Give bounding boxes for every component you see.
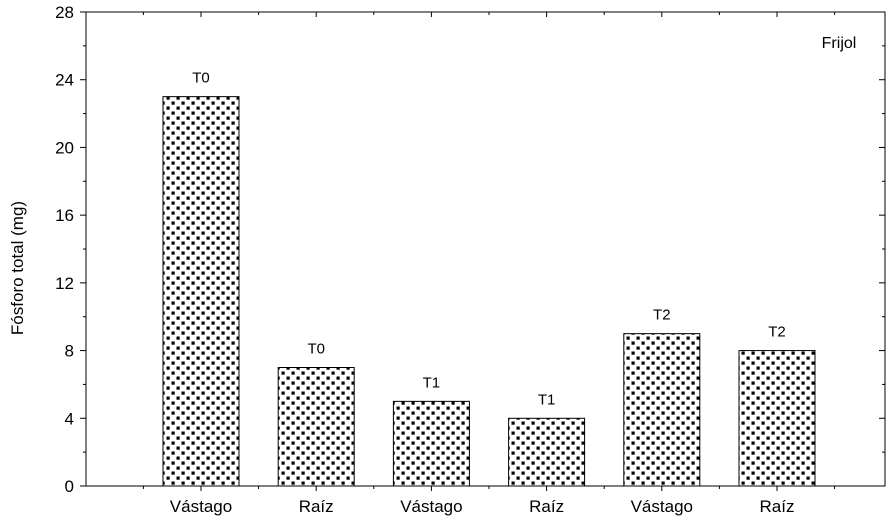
bar [392,400,470,487]
x-category-label: Raíz [299,497,334,516]
y-axis-title: Fósforo total (mg) [8,201,27,335]
bar-data-label: T1 [423,374,441,391]
bar [508,417,586,487]
x-axis: Vástago Raíz Vástago Raíz Vástago Raíz [142,12,836,516]
bar [738,350,816,487]
y-tick-label: 8 [65,342,74,361]
bar-data-label: T0 [307,341,325,358]
y-tick-label: 28 [55,3,74,22]
x-category-label: Vástago [631,497,693,516]
x-category-label: Raíz [760,497,795,516]
bar [623,333,701,487]
y-tick-label: 20 [55,138,74,157]
y-tick-label: 4 [65,409,74,428]
x-category-label: Raíz [529,497,564,516]
y-tick-label: 24 [55,71,74,90]
bar-data-label: T2 [768,324,786,341]
y-tick-label: 16 [55,206,74,225]
chart-annotation: Frijol [822,35,857,52]
bar [162,96,240,487]
y-tick-label: 12 [55,274,74,293]
y-tick-label: 0 [65,477,74,496]
bar-data-label: T2 [653,307,671,324]
bar-data-label: T0 [192,70,210,87]
bars-group: T0 T0 T1 T1 T2 T2 [162,70,816,487]
bar-data-label: T1 [538,391,556,408]
x-category-label: Vástago [170,497,232,516]
y-axis: 0 4 8 12 16 20 24 28 [55,3,885,496]
x-category-label: Vástago [400,497,462,516]
bar [277,367,355,487]
